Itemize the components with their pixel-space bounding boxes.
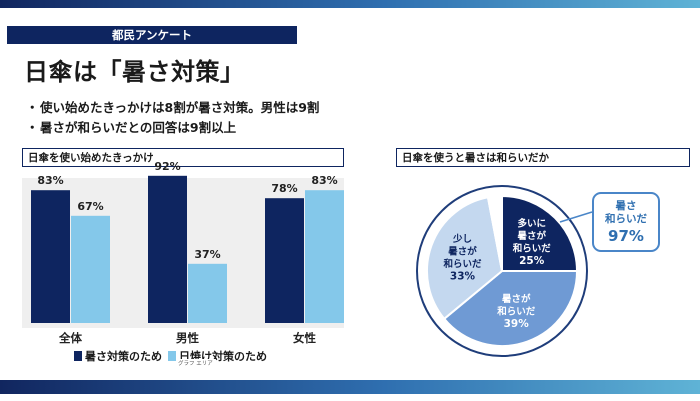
- slice-label: 暑さが: [516, 230, 546, 242]
- bar: [148, 175, 187, 323]
- slice-value-label: 25%: [519, 255, 545, 267]
- bullet-dot-icon: ・: [26, 100, 39, 115]
- bar-value-label: 83%: [37, 174, 63, 187]
- callout-value: 97%: [608, 227, 644, 245]
- slice-value-label: 33%: [450, 271, 476, 283]
- bar-value-label: 67%: [77, 200, 103, 213]
- legend-swatch: [74, 351, 82, 361]
- category-label: 女性: [293, 331, 316, 345]
- bar: [71, 215, 110, 323]
- bar: [305, 190, 344, 323]
- slice-label: 多いに: [517, 218, 546, 230]
- pie-slice: [501, 194, 579, 272]
- bar-value-label: 92%: [154, 160, 180, 173]
- summary-bullet: ・ 暑さが和らいだとの回答は9割以上: [26, 118, 319, 138]
- callout-label-line: 和らいだ: [605, 213, 647, 225]
- pie-slice: [426, 196, 504, 321]
- slice-label: 暑さが: [501, 293, 531, 305]
- category-label: 男性: [176, 331, 199, 345]
- summary-bullet-text: 暑さが和らいだとの回答は9割以上: [40, 120, 237, 135]
- legend-label: 暑さ対策のため: [85, 350, 162, 363]
- legend-swatch: [168, 351, 176, 361]
- category-label: 全体: [58, 331, 82, 345]
- callout-connector: [559, 211, 593, 223]
- legend-item-heat: 暑さ対策のため: [74, 348, 162, 364]
- bar-value-label: 78%: [271, 182, 297, 195]
- page-title: 日傘は「暑さ対策」: [24, 58, 245, 86]
- slice-label: 少し: [452, 233, 472, 245]
- total-callout: 暑さ 和らいだ 97%: [592, 192, 660, 252]
- slice-label: 和らいだ: [512, 243, 552, 255]
- bar-value-label: 83%: [311, 174, 337, 187]
- bar: [31, 190, 70, 323]
- bar: [265, 198, 304, 323]
- summary-bullets: ・ 使い始めたきっかけは8割が暑さ対策。男性は9割 ・ 暑さが和らいだとの回答は…: [26, 98, 319, 138]
- bar-chart-title: 日傘を使い始めたきっかけ: [22, 148, 344, 167]
- pie-slice: [442, 270, 579, 347]
- slice-label: 暑さが: [447, 246, 477, 258]
- callout-label-line: 暑さ: [615, 200, 637, 212]
- bar-value-label: 37%: [194, 248, 220, 261]
- bar-chart-legend: 暑さ対策のため 日焼け対策のため: [74, 348, 273, 364]
- summary-bullet: ・ 使い始めたきっかけは8割が暑さ対策。男性は9割: [26, 98, 319, 118]
- top-accent-bar: [0, 0, 700, 8]
- chart-area-tooltip: グラフ エリア: [176, 359, 215, 367]
- pie-slice: [486, 194, 503, 272]
- summary-bullet-text: 使い始めたきっかけは8割が暑さ対策。男性は9割: [40, 100, 320, 115]
- survey-tag: 都民アンケート: [7, 26, 297, 44]
- slice-label: 和らいだ: [442, 258, 482, 270]
- bar: [188, 263, 227, 323]
- bullet-dot-icon: ・: [26, 120, 39, 135]
- slice-value-label: 39%: [504, 318, 530, 330]
- slice-label: 和らいだ: [496, 306, 536, 318]
- pie-chart-title: 日傘を使うと暑さは和らいだか: [396, 148, 690, 167]
- bottom-accent-bar: [0, 380, 700, 394]
